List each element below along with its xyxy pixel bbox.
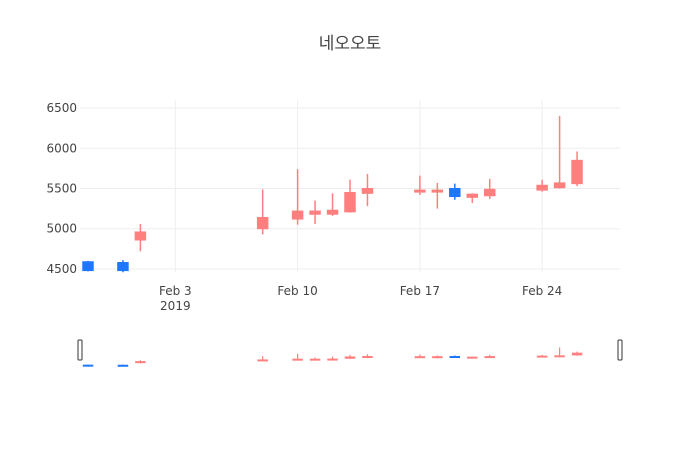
candle-body bbox=[536, 184, 548, 191]
slider-candle bbox=[432, 355, 443, 359]
candle-body bbox=[291, 210, 304, 220]
candle-increasing bbox=[309, 200, 321, 224]
x-tick-sublabel: 2019 bbox=[160, 299, 191, 313]
candle-body bbox=[431, 189, 444, 193]
candle-body bbox=[256, 216, 269, 230]
candle-increasing bbox=[291, 169, 304, 225]
candle-body bbox=[134, 231, 147, 241]
slider-candle-body bbox=[292, 358, 303, 361]
slider-candle bbox=[449, 355, 461, 358]
slider-candle bbox=[292, 353, 303, 361]
candle-decreasing bbox=[449, 183, 461, 200]
range-slider[interactable] bbox=[77, 336, 623, 367]
slider-candle-body bbox=[536, 355, 548, 358]
slider-candle-body bbox=[414, 356, 426, 359]
candle-increasing bbox=[344, 179, 356, 213]
y-tick-label: 6500 bbox=[46, 101, 77, 115]
x-tick-label: Feb 17 bbox=[400, 284, 440, 298]
slider-candle-body bbox=[309, 358, 321, 361]
candle-body bbox=[449, 188, 461, 198]
slider-candle bbox=[554, 347, 565, 358]
slider-candle bbox=[414, 354, 426, 359]
candle-increasing bbox=[326, 193, 339, 216]
slider-candle-body bbox=[117, 364, 129, 367]
slider-candle-body bbox=[135, 361, 146, 364]
candle-body bbox=[344, 192, 356, 213]
slider-candle-body bbox=[449, 356, 461, 358]
slider-candle bbox=[117, 364, 129, 367]
slider-candle bbox=[344, 354, 356, 359]
candle-body bbox=[326, 209, 339, 215]
candle-body bbox=[82, 261, 94, 272]
slider-candle-body bbox=[571, 352, 583, 356]
slider-candle bbox=[484, 354, 495, 359]
candle-body bbox=[414, 189, 426, 193]
candle-increasing bbox=[256, 189, 269, 235]
slider-candle bbox=[82, 364, 94, 367]
slider-candle-body bbox=[467, 356, 478, 359]
candle-body bbox=[309, 210, 321, 215]
candle-body bbox=[117, 262, 129, 272]
candle-increasing bbox=[134, 223, 147, 252]
candle-body bbox=[483, 188, 496, 197]
candle-increasing bbox=[361, 174, 374, 207]
slider-candle bbox=[257, 356, 268, 362]
slider-candle bbox=[467, 356, 478, 359]
range-slider-left-handle[interactable] bbox=[77, 339, 83, 361]
candle-body bbox=[571, 159, 583, 185]
y-tick-label: 4500 bbox=[46, 262, 77, 276]
range-slider-right-handle[interactable] bbox=[617, 339, 623, 361]
slider-candle bbox=[135, 360, 146, 364]
candles bbox=[82, 116, 583, 273]
candle-increasing bbox=[466, 193, 479, 203]
candle-increasing bbox=[536, 179, 548, 192]
slider-candle bbox=[309, 357, 321, 361]
slider-candle-body bbox=[432, 356, 443, 359]
candle-decreasing bbox=[117, 260, 129, 273]
slider-candle-body bbox=[344, 356, 356, 359]
range-slider-background bbox=[80, 336, 620, 366]
candle-increasing bbox=[483, 178, 496, 199]
slider-candle-body bbox=[554, 355, 565, 358]
chart-title: 네오오토 bbox=[319, 34, 382, 54]
slider-candle bbox=[362, 354, 373, 359]
candle-increasing bbox=[431, 182, 444, 209]
candle-increasing bbox=[553, 116, 566, 189]
candle-decreasing bbox=[82, 260, 94, 272]
slider-candle bbox=[327, 356, 338, 361]
x-tick-label: Feb 3 bbox=[159, 284, 192, 298]
y-tick-label: 5500 bbox=[46, 182, 77, 196]
slider-candle-body bbox=[484, 356, 495, 359]
slider-candle bbox=[536, 354, 548, 358]
slider-candle bbox=[571, 351, 583, 356]
slider-candle-body bbox=[82, 364, 94, 367]
y-tick-label: 5000 bbox=[46, 222, 77, 236]
candle-increasing bbox=[571, 151, 583, 187]
candle-body bbox=[466, 193, 479, 198]
x-tick-label: Feb 10 bbox=[277, 284, 317, 298]
y-tick-label: 6000 bbox=[46, 141, 77, 155]
candle-increasing bbox=[414, 175, 426, 195]
slider-candle-body bbox=[257, 359, 268, 362]
slider-candle-body bbox=[327, 358, 338, 361]
x-tick-label: Feb 24 bbox=[522, 284, 562, 298]
candle-body bbox=[553, 182, 566, 189]
candle-body bbox=[361, 188, 374, 194]
slider-candle-body bbox=[362, 356, 373, 358]
